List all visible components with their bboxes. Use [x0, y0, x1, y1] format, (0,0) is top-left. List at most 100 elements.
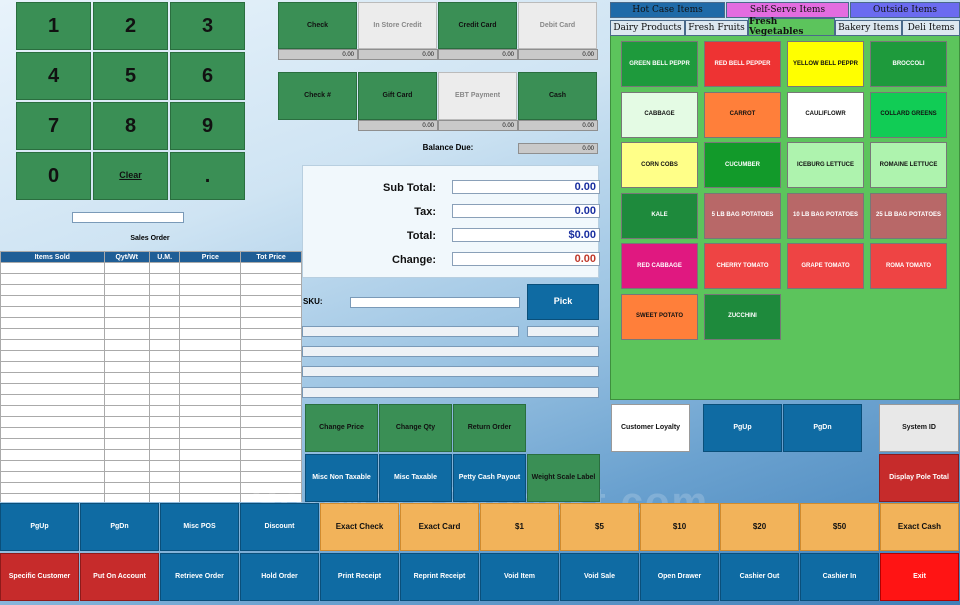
- bottom-pgdn-button[interactable]: PgDn: [80, 503, 159, 551]
- product-cucumber[interactable]: CUCUMBER: [704, 142, 781, 188]
- product-collard-greens[interactable]: COLLARD GREENS: [870, 91, 947, 138]
- key-3[interactable]: 3: [170, 2, 245, 50]
- table-row[interactable]: [0, 449, 302, 461]
- table-row[interactable]: [0, 317, 302, 329]
- payment-gift-card-button[interactable]: Gift Card: [358, 72, 437, 120]
- key-7[interactable]: 7: [16, 102, 91, 150]
- tab-self-serve-items[interactable]: Self-Serve Items: [726, 2, 849, 18]
- bottom-exact-check-button[interactable]: Exact Check: [320, 503, 399, 551]
- table-row[interactable]: [0, 339, 302, 351]
- bottom-hold-order-button[interactable]: Hold Order: [240, 553, 319, 601]
- bottom-exact-cash-button[interactable]: Exact Cash: [880, 503, 959, 551]
- key-9[interactable]: 9: [170, 102, 245, 150]
- misc-non-taxable-button[interactable]: Misc Non Taxable: [305, 454, 378, 502]
- bottom--50-button[interactable]: $50: [800, 503, 879, 551]
- product-corn-cobs[interactable]: CORN COBS: [621, 142, 698, 188]
- table-row[interactable]: [0, 295, 302, 307]
- bottom--10-button[interactable]: $10: [640, 503, 719, 551]
- product-5-lb-bag-potatoes[interactable]: 5 LB BAG POTATOES: [704, 192, 781, 239]
- table-row[interactable]: [0, 350, 302, 362]
- products-pgup-button[interactable]: PgUp: [703, 404, 782, 452]
- table-row[interactable]: [0, 372, 302, 384]
- bottom-cashier-in-button[interactable]: Cashier In: [800, 553, 879, 601]
- weight-scale-label-button[interactable]: Weight Scale Label: [527, 454, 600, 502]
- tab-dairy-products[interactable]: Dairy Products: [610, 20, 685, 36]
- products-pgdn-button[interactable]: PgDn: [783, 404, 862, 452]
- petty-cash-payout-button[interactable]: Petty Cash Payout: [453, 454, 526, 502]
- change-qty-button[interactable]: Change Qty: [379, 404, 452, 452]
- product-grape-tomato[interactable]: GRAPE TOMATO: [787, 243, 864, 289]
- key-0[interactable]: 0: [16, 152, 91, 200]
- pick-button[interactable]: Pick: [527, 284, 599, 320]
- payment-debit-card-button[interactable]: Debit Card: [518, 2, 597, 49]
- product-cabbage[interactable]: CABBAGE: [621, 91, 698, 138]
- display-pole-total-button[interactable]: Display Pole Total: [879, 454, 959, 502]
- system-id-button[interactable]: System ID: [879, 404, 959, 452]
- misc-taxable-button[interactable]: Misc Taxable: [379, 454, 452, 502]
- key-8[interactable]: 8: [93, 102, 168, 150]
- bottom-print-receipt-button[interactable]: Print Receipt: [320, 553, 399, 601]
- bottom-cashier-out-button[interactable]: Cashier Out: [720, 553, 799, 601]
- product-red-bell-pepper[interactable]: RED BELL PEPPER: [704, 41, 781, 87]
- bottom-specific-customer-button[interactable]: Specific Customer: [0, 553, 79, 601]
- payment-check--button[interactable]: Check #: [278, 72, 357, 120]
- bottom-pgup-button[interactable]: PgUp: [0, 503, 79, 551]
- bottom-put-on-account-button[interactable]: Put On Account: [80, 553, 159, 601]
- key-6[interactable]: 6: [170, 52, 245, 100]
- bottom-retrieve-order-button[interactable]: Retrieve Order: [160, 553, 239, 601]
- product-25-lb-bag-potatoes[interactable]: 25 LB BAG POTATOES: [870, 192, 947, 239]
- payment-ebt-payment-button[interactable]: EBT Payment: [438, 72, 517, 120]
- key-4[interactable]: 4: [16, 52, 91, 100]
- table-row[interactable]: [0, 273, 302, 285]
- product-broccoli[interactable]: BROCCOLI: [870, 41, 947, 87]
- bottom-exit-button[interactable]: Exit: [880, 553, 959, 601]
- tab-deli-items[interactable]: Deli Items: [902, 20, 960, 36]
- key-5[interactable]: 5: [93, 52, 168, 100]
- product-roma-tomato[interactable]: ROMA TOMATO: [870, 243, 947, 289]
- table-row[interactable]: [0, 328, 302, 340]
- bottom-void-item-button[interactable]: Void Item: [480, 553, 559, 601]
- table-row[interactable]: [0, 471, 302, 483]
- product-yellow-bell-peppr[interactable]: YELLOW BELL PEPPR: [787, 41, 864, 87]
- product-sweet-potato[interactable]: SWEET POTATO: [621, 293, 698, 340]
- table-row[interactable]: [0, 493, 302, 502]
- product-red-cabbage[interactable]: RED CABBAGE: [621, 243, 698, 289]
- return-order-button[interactable]: Return Order: [453, 404, 526, 452]
- product-cherry-tomato[interactable]: CHERRY TOMATO: [704, 243, 781, 289]
- payment-cash-button[interactable]: Cash: [518, 72, 597, 120]
- table-row[interactable]: [0, 427, 302, 439]
- bottom--1-button[interactable]: $1: [480, 503, 559, 551]
- table-row[interactable]: [0, 405, 302, 417]
- key-2[interactable]: 2: [93, 2, 168, 50]
- table-row[interactable]: [0, 262, 302, 274]
- table-row[interactable]: [0, 306, 302, 318]
- bottom-void-sale-button[interactable]: Void Sale: [560, 553, 639, 601]
- clear-button[interactable]: Clear: [93, 152, 168, 200]
- decimal-key[interactable]: .: [170, 152, 245, 200]
- table-row[interactable]: [0, 383, 302, 395]
- table-row[interactable]: [0, 394, 302, 406]
- product-green-bell-peppr[interactable]: GREEN BELL PEPPR: [621, 41, 698, 87]
- bottom--5-button[interactable]: $5: [560, 503, 639, 551]
- product-zucchini[interactable]: ZUCCHINI: [704, 293, 781, 340]
- customer-loyalty-button[interactable]: Customer Loyalty: [611, 404, 690, 452]
- bottom-exact-card-button[interactable]: Exact Card: [400, 503, 479, 551]
- tab-bakery-items[interactable]: Bakery Items: [835, 20, 902, 36]
- tab-outside-items[interactable]: Outside Items: [850, 2, 960, 18]
- product-kale[interactable]: KALE: [621, 192, 698, 239]
- tab-hot-case-items[interactable]: Hot Case Items: [610, 2, 725, 18]
- bottom--20-button[interactable]: $20: [720, 503, 799, 551]
- product-romaine-lettuce[interactable]: ROMAINE LETTUCE: [870, 142, 947, 188]
- change-price-button[interactable]: Change Price: [305, 404, 378, 452]
- bottom-open-drawer-button[interactable]: Open Drawer: [640, 553, 719, 601]
- product-iceburg-lettuce[interactable]: ICEBURG LETTUCE: [787, 142, 864, 188]
- table-row[interactable]: [0, 438, 302, 450]
- bottom-misc-pos-button[interactable]: Misc POS: [160, 503, 239, 551]
- table-row[interactable]: [0, 482, 302, 494]
- sku-input[interactable]: [350, 297, 520, 308]
- key-1[interactable]: 1: [16, 2, 91, 50]
- product-carrot[interactable]: CARROT: [704, 91, 781, 138]
- table-row[interactable]: [0, 416, 302, 428]
- table-row[interactable]: [0, 460, 302, 472]
- product-cauliflowr[interactable]: CAULIFLOWR: [787, 91, 864, 138]
